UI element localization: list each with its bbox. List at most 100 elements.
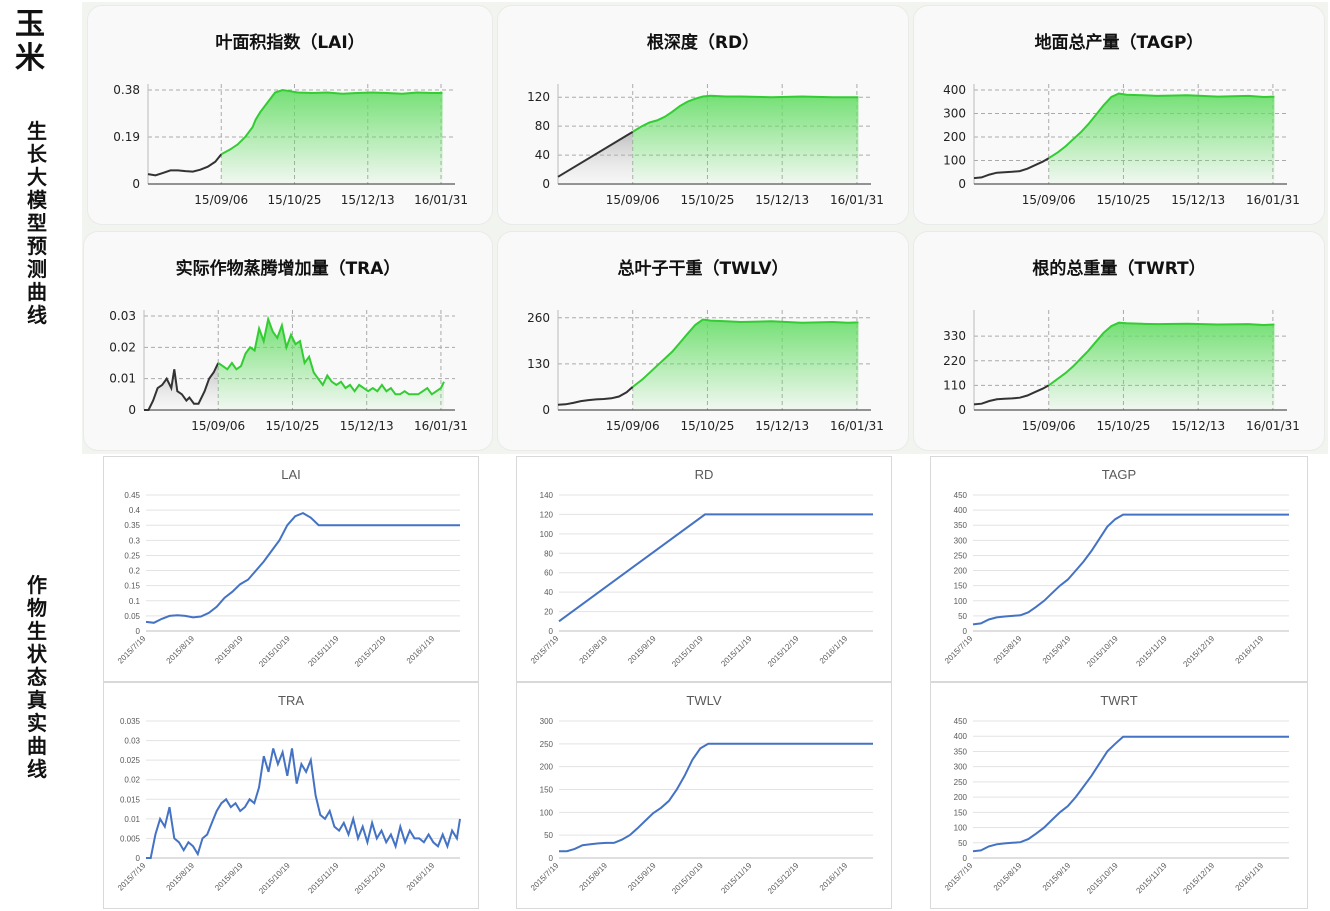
y-tick-label: 0	[549, 627, 554, 636]
x-tick-label: 2015/7/19	[943, 861, 975, 893]
y-tick-label: 0	[542, 403, 550, 417]
y-tick-label: 250	[540, 740, 554, 749]
y-tick-label: 150	[954, 582, 968, 591]
x-tick-label: 15/12/13	[755, 419, 809, 433]
y-tick-label: 0	[549, 854, 554, 863]
prediction-line	[220, 88, 443, 156]
x-tick-label: 2015/10/19	[1085, 861, 1120, 896]
chart-title: LAI	[281, 467, 301, 482]
series-line	[146, 748, 461, 859]
chart-title: 叶面积指数（LAI）	[215, 33, 365, 53]
y-tick-label: 0.05	[124, 612, 140, 621]
chart-card-twrt: 根的总重量（TWRT） 0 110 220 330 15/09/06 15/10/25 15…	[914, 232, 1324, 450]
x-tick-label: 16/01/31	[414, 193, 468, 207]
history-line	[557, 131, 634, 178]
y-tick-label: 330	[943, 329, 966, 343]
chart-panel-tagp: TAGP 0 50 100 150 200 250 300 350 400 450 2015/7/1…	[930, 456, 1308, 682]
series-line	[972, 735, 1289, 853]
y-tick-label: 300	[954, 536, 968, 545]
x-tick-label: 2015/10/19	[257, 634, 292, 669]
history-line	[147, 153, 223, 177]
x-tick-label: 15/09/06	[606, 419, 660, 433]
chart-panel-rd: RD 0 20 40 60 80 100 120 140 2015/7/19 2015/8/19 2…	[516, 456, 892, 682]
history-line	[557, 386, 634, 406]
prediction-area	[632, 319, 859, 410]
x-tick-label: 2015/12/19	[1181, 634, 1216, 669]
chart-card-tra: 实际作物蒸腾增加量（TRA） 0 0.01 0.02 0.03 15/09/06 15/1…	[84, 232, 492, 450]
x-tick-label: 15/09/06	[1022, 419, 1076, 433]
crop-label: 玉米	[15, 7, 45, 76]
prediction-line	[217, 315, 445, 396]
x-tick-label: 2015/7/19	[116, 861, 148, 893]
chart-title: 实际作物蒸腾增加量（TRA）	[175, 259, 401, 279]
y-tick-label: 0	[136, 627, 141, 636]
x-tick-label: 2016/1/19	[1234, 634, 1266, 666]
x-tick-label: 15/12/13	[340, 419, 394, 433]
x-tick-label: 2015/9/19	[213, 634, 245, 666]
chart-rd-pred: 0 40 80 120 15/09/06 15/10/25 15/12/13 16/01/31	[527, 84, 884, 207]
x-tick-label: 2015/11/19	[306, 634, 341, 669]
x-tick-label: 15/09/06	[1022, 193, 1076, 207]
x-tick-label: 2015/9/19	[1041, 861, 1073, 893]
x-tick-label: 2015/10/19	[670, 634, 705, 669]
y-tick-label: 300	[540, 717, 554, 726]
x-tick-label: 2015/10/19	[1085, 634, 1120, 669]
x-tick-label: 15/12/13	[341, 193, 395, 207]
y-tick-label: 0.03	[109, 309, 136, 323]
y-tick-label: 0.005	[120, 834, 141, 843]
y-tick-label: 0	[128, 403, 136, 417]
y-tick-label: 0.1	[129, 597, 141, 606]
chart-title: 根的总重量（TWRT）	[1032, 259, 1206, 279]
x-tick-label: 2015/12/19	[766, 861, 801, 896]
y-tick-label: 0	[542, 177, 550, 191]
y-tick-label: 0.025	[120, 756, 141, 765]
history-line	[144, 362, 220, 411]
y-tick-label: 200	[954, 567, 968, 576]
x-tick-label: 2015/12/19	[766, 634, 801, 669]
y-tick-label: 0.035	[120, 717, 141, 726]
prediction-section-label: 生长大模型预测曲线	[27, 119, 47, 327]
y-tick-label: 0.25	[124, 551, 140, 560]
real-panel-group: LAI 0 0.05 0.1 0.15 0.2 0.25 0.3 0.35 0.4 0.45 201…	[100, 454, 1310, 911]
prediction-line	[632, 318, 859, 388]
y-tick-label: 80	[544, 549, 553, 558]
x-tick-label: 16/01/31	[414, 419, 468, 433]
history-area	[558, 131, 633, 184]
y-tick-label: 400	[954, 732, 968, 741]
chart-twrt-real: 0 50 100 150 200 250 300 350 400 450 2015/7/19 2015…	[943, 717, 1289, 896]
x-tick-label: 2015/11/19	[719, 634, 754, 669]
x-tick-label: 2015/9/19	[626, 634, 658, 666]
chart-twlv-pred: 0 130 260 15/09/06 15/10/25 15/12/13 16/01/31	[527, 310, 884, 433]
x-tick-label: 2016/1/19	[818, 861, 850, 893]
prediction-line	[632, 94, 859, 133]
chart-twlv-real: 0 50 100 150 200 250 300 2015/7/19 2015/8/19 2015…	[529, 717, 873, 896]
y-tick-label: 50	[958, 612, 967, 621]
prediction-panel-group: 叶面积指数（LAI） 0 0.19 0.38 15/09/06 15/10/25 15/1…	[82, 2, 1328, 454]
y-tick-label: 0.35	[124, 521, 140, 530]
x-tick-label: 2015/9/19	[626, 861, 658, 893]
x-tick-label: 15/10/25	[680, 193, 734, 207]
series-line	[559, 742, 873, 853]
chart-title: TWLV	[686, 693, 722, 708]
y-tick-label: 60	[544, 569, 553, 578]
x-tick-label: 2015/7/19	[529, 861, 561, 893]
chart-card-twlv: 总叶子干重（TWLV） 0 130 260 15/09/06 15/10/25 15/12…	[498, 232, 908, 450]
x-tick-label: 16/01/31	[1246, 193, 1300, 207]
x-tick-label: 15/10/25	[680, 419, 734, 433]
x-tick-label: 2015/8/19	[578, 634, 610, 666]
x-tick-label: 16/01/31	[830, 419, 884, 433]
history-line	[973, 157, 1050, 180]
x-tick-label: 2015/9/19	[213, 861, 245, 893]
y-tick-label: 150	[954, 808, 968, 817]
x-tick-label: 2015/9/19	[1041, 634, 1073, 666]
prediction-area	[1048, 322, 1275, 410]
y-tick-label: 220	[943, 354, 966, 368]
y-tick-label: 0	[963, 627, 968, 636]
y-tick-label: 400	[954, 506, 968, 515]
y-tick-label: 100	[943, 154, 966, 168]
y-tick-label: 100	[954, 824, 968, 833]
x-tick-label: 2015/7/19	[529, 634, 561, 666]
y-tick-label: 120	[527, 90, 550, 104]
x-tick-label: 2015/8/19	[992, 861, 1024, 893]
chart-lai-real: 0 0.05 0.1 0.15 0.2 0.25 0.3 0.35 0.4 0.45 2015/7/…	[116, 491, 460, 669]
